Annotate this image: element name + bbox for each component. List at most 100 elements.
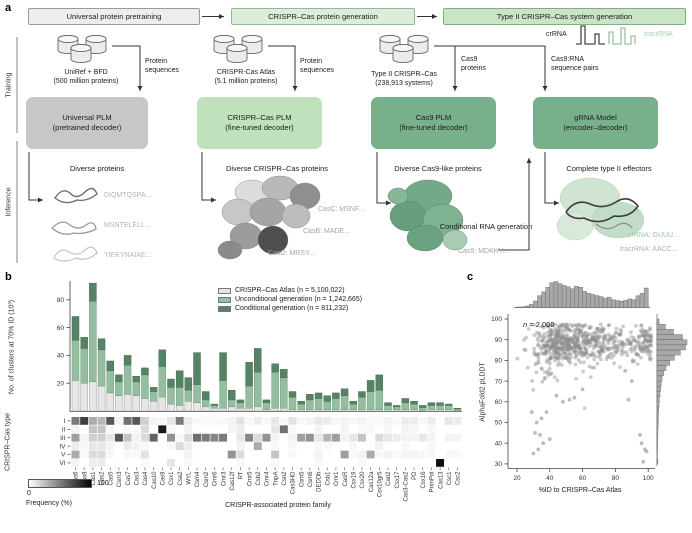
svg-text:Cas7: Cas7 [126, 471, 132, 486]
svg-text:Csm3: Csm3 [117, 471, 123, 487]
conditional-generation-arrow [498, 158, 532, 251]
heatmap-cell [158, 450, 167, 459]
heatmap-cell [366, 459, 375, 467]
heatmap-cell [106, 433, 115, 442]
heatmap-cell [201, 459, 210, 467]
heatmap-cell [166, 459, 175, 467]
heatmap-cell [357, 442, 366, 450]
bar-segment [323, 395, 331, 402]
generated-sequence: MSNTELELL... [104, 222, 151, 229]
bar-segment [384, 402, 392, 406]
dataset-name: Type II CRISPR–Cas [371, 71, 437, 78]
heatmap-cell [392, 417, 401, 425]
heatmap-cell [123, 417, 132, 425]
heatmap-cell [245, 417, 254, 425]
hist-bar [656, 448, 658, 454]
bar-y-axis-title: No. of clusters at 70% ID (10³) [8, 299, 16, 395]
dataset-size: (238,913 systems) [375, 79, 433, 87]
hist-bar [656, 432, 659, 439]
heatmap-cell [331, 417, 340, 425]
bar-segment [71, 316, 80, 341]
heatmap-cell [271, 425, 280, 434]
bar-segment [123, 355, 132, 366]
heatmap-cell [227, 450, 236, 459]
heatmap-cell [227, 417, 236, 425]
bar-segment [314, 392, 323, 399]
svg-text:III: III [60, 435, 66, 442]
bar-segment [323, 401, 331, 410]
bar-segment [201, 399, 210, 408]
inference-title: Diverse CRISPR–Cas proteins [225, 164, 329, 173]
svg-text:40: 40 [495, 440, 503, 447]
svg-text:Csx16: Csx16 [421, 471, 427, 489]
model-name: CRISPR–Cas PLM [227, 113, 292, 123]
svg-text:40: 40 [57, 353, 65, 360]
heatmap-cell [149, 459, 158, 467]
arrow-label-protein-sequences: Protein sequences [300, 58, 334, 74]
hist-bar [537, 295, 542, 308]
svg-text:Csb2: Csb2 [256, 471, 262, 486]
panel-b-label: b [5, 271, 12, 283]
hist-bar [566, 286, 571, 308]
bar-segment [89, 282, 97, 302]
dataset-size: (5.1 million proteins) [214, 77, 278, 85]
heatmap-cell [401, 417, 410, 425]
hist-bar [656, 375, 663, 382]
heatmap-cell [210, 417, 219, 425]
svg-text:Cas3: Cas3 [134, 471, 140, 486]
heatmap-cell [201, 433, 210, 442]
inference-title: Diverse Cas9-like proteins [394, 164, 482, 173]
hist-bar [656, 323, 666, 330]
svg-text:Csx20: Csx20 [360, 471, 366, 489]
bar-segment [280, 369, 288, 378]
heatmap-cell [349, 459, 358, 467]
hist-bar [656, 329, 674, 335]
hist-bar [525, 305, 530, 308]
svg-text:Cas10: Cas10 [152, 471, 158, 489]
heatmap-cell [80, 433, 89, 442]
model-box-cas9-plm: Cas9 PLM (fine-tuned decoder) [371, 97, 496, 149]
heatmap-cell [80, 450, 89, 459]
svg-text:DEDDh: DEDDh [317, 472, 323, 492]
heatmap-cell [271, 417, 280, 425]
bar-segment [71, 339, 80, 381]
bar-segment [123, 394, 132, 412]
heatmap-cell [349, 450, 358, 459]
svg-text:90: 90 [495, 337, 503, 344]
heatmap-cell [175, 450, 184, 459]
heatmap-cell [366, 450, 375, 459]
heatmap-cell [323, 433, 332, 442]
hist-bar [656, 339, 688, 345]
svg-text:Cmr5: Cmr5 [247, 471, 253, 486]
svg-text:40: 40 [546, 475, 554, 482]
model-name: Universal PLM [62, 113, 112, 123]
svg-text:Csb1: Csb1 [325, 471, 331, 486]
bar-segment [106, 392, 114, 412]
heatmap-cell [366, 425, 375, 434]
colorbar-max: 100 [97, 480, 109, 487]
svg-text:Cmr6: Cmr6 [213, 471, 219, 486]
plddt-scatter-plot: 30 40 50 60 70 80 90 100 20 40 60 80 100 [491, 314, 655, 482]
hist-bar [656, 396, 660, 402]
svg-text:80: 80 [495, 358, 503, 365]
heatmap-cell [193, 450, 202, 459]
bar-segment [80, 382, 88, 412]
bar-segment [453, 407, 462, 410]
cluster-bar-chart: 20 40 60 80 [57, 281, 462, 412]
hist-bar [656, 391, 661, 397]
bar-segment [115, 395, 123, 412]
dataset-uniref: UniRef + BFD (500 million proteins) [26, 69, 146, 87]
heatmap-cell [288, 459, 297, 467]
heatmap-cell [444, 442, 453, 450]
hist-bar [656, 344, 686, 351]
bar-segment [184, 389, 193, 402]
heatmap-cell [193, 442, 202, 450]
heatmap-cell [297, 442, 306, 450]
heatmap-cell [193, 459, 202, 467]
heatmap-cell [340, 433, 349, 442]
svg-text:Csx19: Csx19 [351, 471, 357, 489]
heatmap-cell [288, 417, 297, 425]
heatmap-cell [314, 450, 323, 459]
svg-text:60: 60 [579, 475, 587, 482]
legend-label: Conditional generation (n = 811,232) [235, 305, 349, 312]
